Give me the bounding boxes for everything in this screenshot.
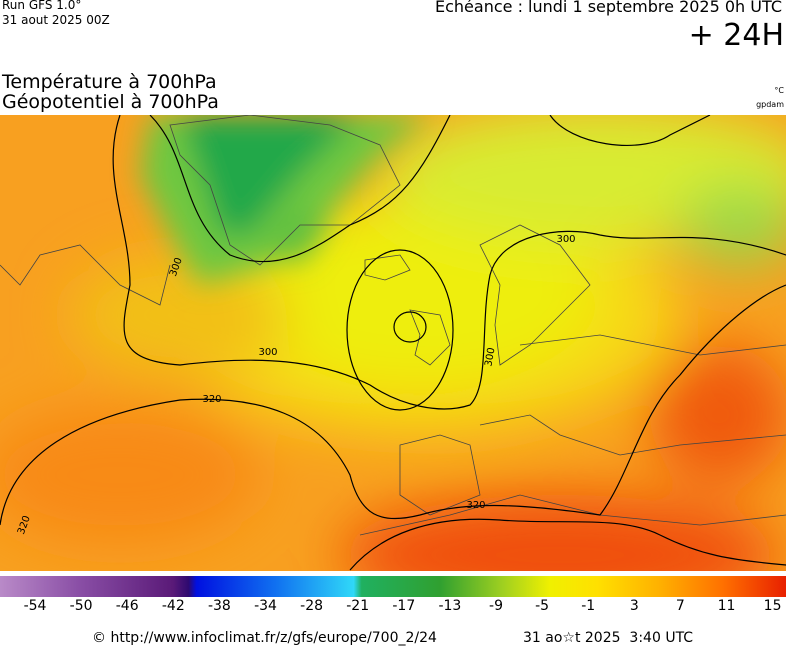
contour-label: 300 [483, 347, 497, 368]
unit-geopotential: gpdam [756, 100, 784, 109]
title-temperature: Température à 700hPa [2, 71, 217, 93]
colorbar-label: -38 [207, 598, 231, 614]
colorbar-label: -42 [161, 598, 185, 614]
lead-time: + 24H [688, 18, 784, 53]
colorbar-label: -54 [23, 598, 47, 614]
colorbar-label: -5 [535, 598, 550, 614]
colorbar-label: 7 [675, 598, 685, 614]
colorbar-labels: -54 -50 -46 -42 -38 -34 -28 -21 -17 -13 -9 -5 -1 3 7 11… [0, 598, 786, 618]
title-geopotential: Géopotentiel à 700hPa [2, 91, 219, 113]
contour-label: 300 [258, 347, 277, 358]
colorbar-label: -34 [254, 598, 277, 614]
colorbar-label: 11 [717, 598, 736, 614]
colorbar-label: 3 [629, 598, 639, 614]
colorbar-label: -13 [438, 598, 462, 614]
colorbar-label: 15 [763, 598, 782, 614]
echeance: Echéance : lundi 1 septembre 2025 0h UTC [435, 0, 782, 16]
colorbar-label: -28 [300, 598, 324, 614]
colorbar-label: -17 [392, 598, 416, 614]
footer-source: © http://www.infoclimat.fr/z/gfs/europe/… [92, 630, 437, 646]
run-date: 31 aout 2025 00Z [2, 13, 110, 27]
colorbar-label: -21 [346, 598, 370, 614]
run: Run GFS 1.0° [2, 0, 82, 12]
contour-label: 300 [556, 234, 575, 245]
contour-label: 320 [466, 500, 485, 511]
colorbar-label: -1 [581, 598, 596, 614]
colorbar-label: -46 [115, 598, 139, 614]
footer-created: 31 ao☆t 2025 3:40 UTC [523, 630, 694, 646]
unit-temperature: °C [774, 86, 784, 95]
geopotential-contours [0, 115, 786, 571]
colorbar [0, 576, 786, 597]
colorbar-label: -50 [69, 598, 93, 614]
colorbar-label: -9 [489, 598, 503, 614]
contour-label: 320 [202, 394, 221, 405]
coastlines [0, 115, 786, 536]
